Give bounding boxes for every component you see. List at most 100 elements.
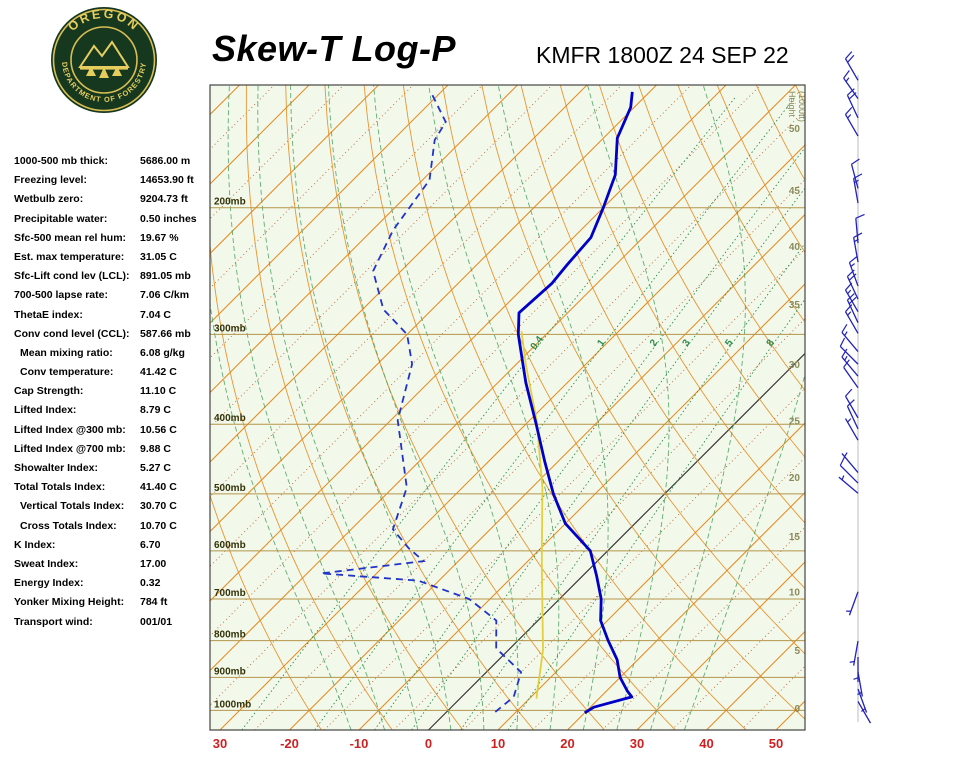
wind-barb: [855, 213, 865, 244]
logo-ground-line: [80, 68, 128, 70]
svg-text:800mb: 800mb: [214, 630, 246, 641]
station-datetime: KMFR 1800Z 24 SEP 22: [536, 42, 789, 68]
wind-barb: [846, 399, 859, 430]
stat-label: Lifted Index:: [14, 404, 77, 417]
plot-area: 0.4 1 2 3 5 8: [210, 85, 805, 730]
stat-row: 700-500 lapse rate: 7.06 C/km: [14, 289, 214, 308]
stat-row: Vertical Totals Index: 30.70 C: [14, 500, 214, 519]
svg-text:(1000ft): (1000ft): [797, 91, 807, 122]
wind-barb: [844, 388, 859, 419]
stat-value: 7.04 C: [140, 308, 171, 321]
svg-text:Height: Height: [787, 91, 797, 118]
stat-value: 0.50 inches: [140, 212, 197, 225]
svg-text:0: 0: [794, 704, 800, 715]
stat-row: ThetaE index: 7.04 C: [14, 309, 214, 328]
stat-label: Conv temperature:: [20, 366, 114, 379]
temp-tick-label: -20: [280, 736, 299, 751]
stat-row: Transport wind: 001/01: [14, 616, 214, 635]
wind-barb: [849, 640, 859, 666]
stat-label: Cross Totals Index:: [20, 519, 117, 532]
stat-label: Cap Strength:: [14, 385, 84, 398]
stat-value: 5686.00 m: [140, 155, 191, 167]
logo-tree-icon: [112, 66, 122, 76]
stat-value: 11.10 C: [140, 385, 177, 398]
stat-label: Mean mixing ratio:: [20, 346, 113, 359]
stat-row: Showalter Index: 5.27 C: [14, 462, 214, 481]
temp-tick-label: 40: [699, 736, 713, 751]
stat-label: Energy Index:: [14, 577, 84, 590]
svg-text:2: 2: [648, 337, 660, 348]
stat-row: Precipitable water: 0.50 inches: [14, 213, 214, 232]
svg-text:10: 10: [789, 588, 801, 599]
wind-barb: [853, 173, 863, 204]
stat-row: Conv temperature: 41.42 C: [14, 366, 214, 385]
plot-frame: [209, 84, 806, 731]
svg-text:5: 5: [723, 337, 735, 348]
wind-barb: [844, 51, 859, 81]
stat-row: Lifted Index: 8.79 C: [14, 404, 214, 423]
stat-value: 41.42 C: [140, 366, 177, 379]
stat-value: 7.06 C/km: [140, 289, 190, 302]
logo-outer-ring: [52, 8, 156, 112]
svg-text:3: 3: [681, 337, 693, 348]
stat-label: Lifted Index @700 mb:: [14, 442, 126, 455]
stat-row: Conv cond level (CCL): 587.66 mb: [14, 328, 214, 347]
logo-disc: [51, 7, 157, 113]
page-title: Skew-T Log-P: [212, 28, 457, 69]
stat-value: 17.00: [140, 557, 167, 570]
stat-row: Cross Totals Index: 10.70 C: [14, 520, 214, 539]
temp-tick-label: 10: [491, 736, 505, 751]
parcel-trace: [520, 331, 544, 699]
stat-label: ThetaE index:: [14, 308, 83, 321]
mixing-ratio-lines: [241, 96, 805, 730]
pressure-lines: [210, 207, 805, 711]
temperature-trace: [516, 91, 634, 714]
stat-label: Transport wind:: [14, 615, 93, 628]
stat-label: Est. max temperature:: [14, 250, 125, 263]
wind-barb: [850, 158, 860, 189]
stat-value: 31.05 C: [140, 250, 177, 263]
logo-mountains-icon: [78, 40, 130, 68]
stat-label: Vertical Totals Index:: [20, 500, 125, 513]
svg-text:40: 40: [789, 242, 801, 253]
stat-value: 6.08 g/kg: [140, 346, 185, 359]
svg-text:30: 30: [789, 360, 801, 371]
wind-barb: [841, 348, 859, 377]
svg-text:500mb: 500mb: [214, 483, 246, 494]
temp-tick-label: 0: [425, 736, 432, 751]
stat-row: Est. max temperature: 31.05 C: [14, 251, 214, 270]
svg-text:15: 15: [789, 532, 801, 543]
svg-text:200mb: 200mb: [214, 197, 246, 208]
stat-label: Sfc-Lift cond lev (LCL):: [14, 270, 130, 283]
svg-text:400mb: 400mb: [214, 413, 246, 424]
stat-row: 1000-500 mb thick: 5686.00 m: [14, 155, 214, 174]
svg-text:50: 50: [789, 124, 801, 135]
stat-row: Sweat Index: 17.00: [14, 558, 214, 577]
wind-barb: [843, 70, 859, 99]
wind-barbs: [838, 51, 872, 724]
stat-value: 784 ft: [140, 596, 168, 609]
stat-row: Lifted Index @700 mb: 9.88 C: [14, 443, 214, 462]
wind-barb: [838, 475, 859, 494]
temp-tick-label: 30: [630, 736, 644, 751]
stat-label: Showalter Index:: [14, 462, 99, 474]
stat-value: 9.88 C: [140, 442, 171, 455]
stat-label: Total Totals Index:: [14, 481, 106, 494]
svg-text:35: 35: [789, 300, 801, 311]
stat-value: 5.27 C: [140, 462, 171, 474]
logo-inner-ring: [70, 26, 138, 94]
wind-barb: [846, 269, 859, 300]
logo-tree-icon: [86, 66, 96, 76]
temp-tick-label: 50: [769, 736, 783, 751]
wind-barb: [844, 106, 859, 137]
stat-value: 587.66 mb: [140, 327, 191, 340]
dewpoint-trace: [320, 93, 523, 713]
stat-label: Sfc-500 mean rel hum:: [14, 231, 127, 244]
stat-row: Lifted Index @300 mb: 10.56 C: [14, 424, 214, 443]
stat-label: 700-500 lapse rate:: [14, 289, 108, 302]
svg-text:20: 20: [789, 473, 801, 484]
svg-text:700mb: 700mb: [214, 588, 246, 599]
stat-label: Sweat Index:: [14, 557, 79, 570]
